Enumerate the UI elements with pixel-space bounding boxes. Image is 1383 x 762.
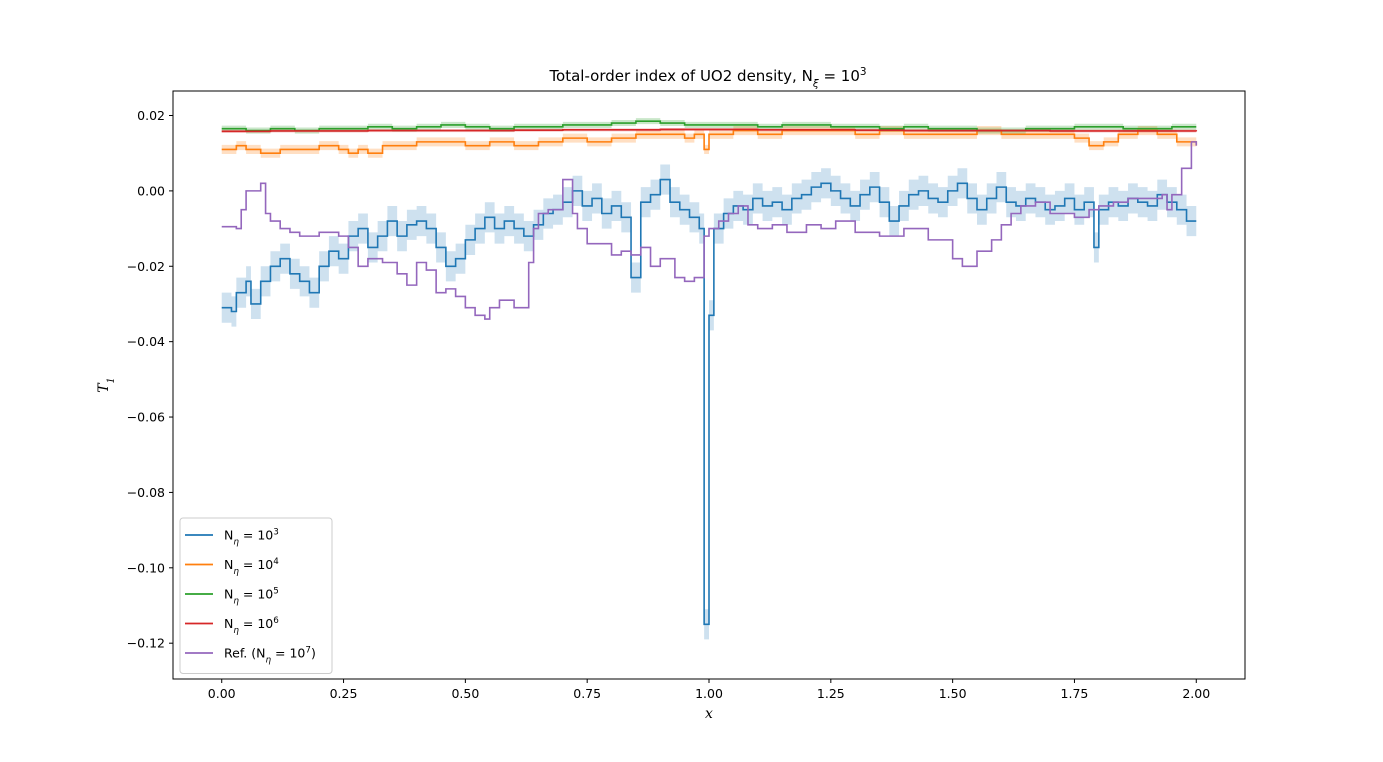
series-line-4 — [221, 128, 1198, 133]
series-line-2 — [221, 129, 1198, 154]
x-tick-label: 1.50 — [939, 686, 967, 701]
x-tick-label: 0.75 — [573, 686, 601, 701]
x-axis-label: x — [705, 706, 713, 722]
legend-label: Nη = 106 — [224, 616, 279, 636]
series-band-3 — [221, 118, 1197, 134]
legend-label: Ref. (Nη = 107) — [224, 646, 316, 666]
legend-label: Nη = 105 — [224, 587, 279, 607]
x-tick-label: 0.50 — [451, 686, 479, 701]
x-tick-label: 1.75 — [1061, 686, 1089, 701]
y-tick-label: 0.00 — [137, 183, 165, 198]
legend-label: Nη = 104 — [224, 557, 279, 577]
legend-box — [179, 517, 333, 674]
series-line-1 — [221, 178, 1197, 626]
y-tick-label: 0.02 — [137, 108, 165, 123]
x-tick-label: 2.00 — [1182, 686, 1210, 701]
x-tick-label: 0.25 — [330, 686, 358, 701]
series-line-5 — [221, 141, 1198, 320]
x-tick-label: 1.25 — [817, 686, 845, 701]
legend: Nη = 103 Nη = 104 Nη = 105 Nη = 106 Ref. (Nη… — [179, 517, 333, 674]
series-layer — [221, 118, 1198, 640]
y-tick-label: −0.10 — [127, 560, 165, 575]
y-tick-label: −0.06 — [127, 410, 165, 425]
y-tick-label: −0.08 — [127, 485, 165, 500]
y-tick-label: −0.02 — [127, 259, 165, 274]
x-tick-label: 1.00 — [695, 686, 723, 701]
x-tick-label: 0.00 — [208, 686, 236, 701]
y-axis: 0.02 0.00 −0.02 −0.04 −0.06 −0.08 −0.10 −0.12 — [127, 108, 173, 651]
x-axis: 0.00 0.25 0.50 0.75 1.00 1.25 1.50 1.75 2.00 — [208, 679, 1210, 701]
legend-label: Nη = 103 — [224, 528, 279, 548]
y-axis-label: T1 — [96, 377, 117, 393]
chart-title: Total-order index of UO2 density, Nξ = 1… — [548, 66, 866, 90]
y-tick-label: −0.04 — [127, 334, 165, 349]
y-tick-label: −0.12 — [127, 636, 165, 651]
